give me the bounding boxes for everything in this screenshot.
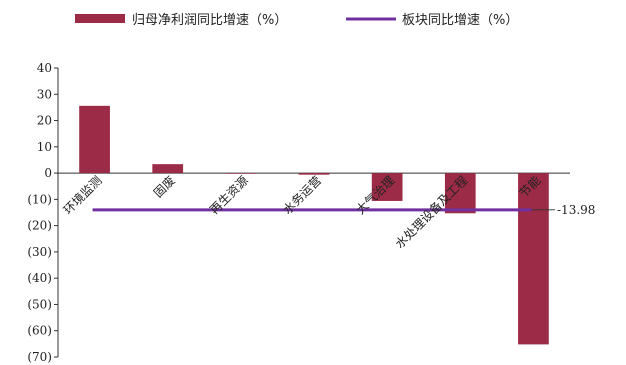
bar xyxy=(444,173,476,214)
y-tick-label: 10 xyxy=(37,140,52,154)
y-tick-label: 20 xyxy=(37,114,52,128)
bar xyxy=(298,173,330,175)
y-tick-label: (10) xyxy=(27,192,52,206)
bar xyxy=(518,173,549,345)
bar xyxy=(225,173,257,174)
y-tick-label: 0 xyxy=(44,166,52,180)
legend: 归母净利润同比增速（%） 板块同比增速（%） xyxy=(75,13,518,28)
legend-label-line: 板块同比增速（%） xyxy=(402,13,518,28)
y-tick-label: 40 xyxy=(37,61,52,75)
legend-swatch-bar xyxy=(75,14,125,23)
category-label: 固废 xyxy=(150,173,178,201)
y-tick-label: (40) xyxy=(27,271,52,285)
y-tick-label: (30) xyxy=(27,245,52,259)
bar xyxy=(152,164,184,174)
bar xyxy=(371,173,403,201)
bars xyxy=(79,105,549,345)
y-tick-label: (50) xyxy=(27,297,52,311)
y-tick-label: 30 xyxy=(37,87,52,101)
axes: 40 30 20 10 0 (10) (20) (30) (40) (50) (60) (70) xyxy=(27,61,570,364)
y-tick-label: (20) xyxy=(27,219,52,233)
y-tick-label: (60) xyxy=(27,324,52,338)
y-tick-label: (70) xyxy=(27,350,52,364)
bar xyxy=(79,105,110,174)
line-value-annotation: -13.98 xyxy=(557,203,595,217)
legend-label-bar: 归母净利润同比增速（%） xyxy=(132,13,287,28)
